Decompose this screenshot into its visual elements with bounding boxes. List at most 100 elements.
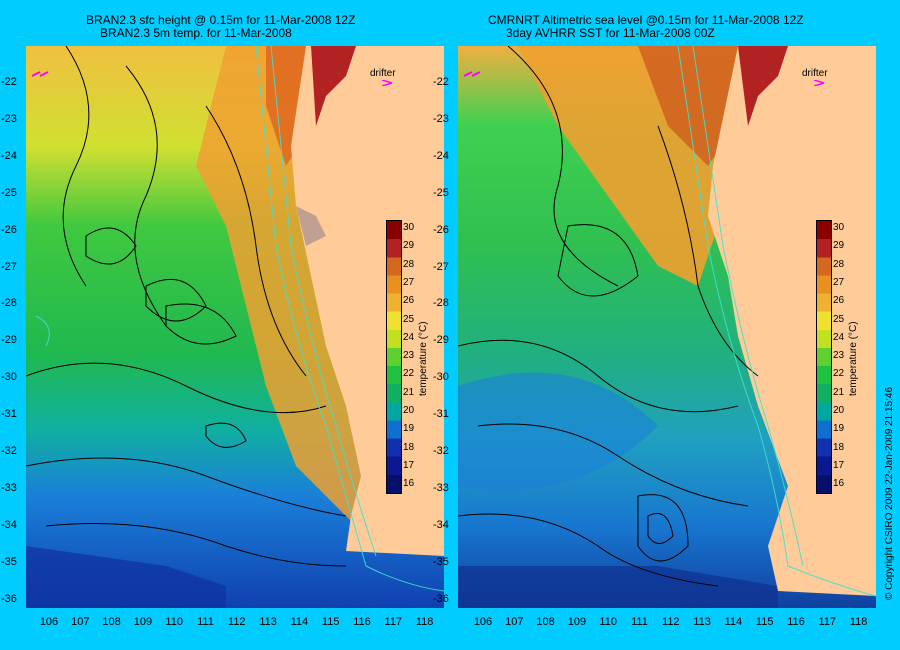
right-drifter-label: drifter	[802, 68, 828, 79]
longitude-label: 111	[631, 616, 648, 628]
colorbar-label: 26	[833, 295, 845, 307]
longitude-label: 115	[321, 616, 340, 628]
colorbar-label: 20	[833, 405, 845, 416]
colorbar-label: 27	[403, 276, 415, 288]
latitude-label: -36	[433, 592, 449, 605]
longitude-label: 118	[415, 616, 434, 628]
latitude-label: -24	[1, 149, 17, 162]
longitude-label: 108	[102, 616, 121, 628]
longitude-label: 113	[259, 616, 277, 628]
longitude-label: 116	[353, 616, 371, 628]
left-map-graphic	[26, 46, 444, 608]
right-map-graphic	[458, 46, 876, 608]
longitude-label: 114	[724, 616, 743, 628]
colorbar-label: 17	[403, 459, 415, 471]
latitude-label: -34	[1, 518, 17, 531]
latitude-label: -30	[433, 371, 449, 384]
colorbar-label: 16	[403, 478, 415, 490]
colorbar-label: 29	[833, 240, 845, 252]
longitude-label: 115	[755, 616, 774, 628]
colorbar-label: 19	[833, 423, 845, 435]
colorbar-label: 18	[403, 441, 415, 453]
latitude-label: -22	[1, 76, 17, 88]
longitude-label: 107	[505, 616, 524, 628]
latitude-label: -32	[433, 445, 449, 457]
latitude-label: -26	[1, 223, 17, 236]
latitude-label: -34	[433, 518, 449, 531]
right-drifter-marker	[814, 80, 824, 86]
latitude-label: -25	[1, 186, 17, 199]
latitude-label: -31	[433, 408, 449, 421]
colorbar-label: 26	[403, 295, 415, 307]
longitude-label: 112	[228, 616, 246, 628]
latitude-label: -28	[433, 297, 449, 310]
colorbar-label: 28	[833, 258, 845, 270]
latitude-label: -23	[433, 112, 449, 125]
longitude-label: 110	[599, 616, 617, 628]
longitude-label: 117	[818, 616, 837, 628]
right-colorbar-title: temperature (°C)	[848, 321, 859, 396]
latitude-label: -36	[1, 592, 17, 605]
latitude-label: -30	[1, 371, 17, 384]
left-drifter-label: drifter	[370, 68, 396, 79]
colorbar-label: 17	[833, 459, 845, 471]
left-sst-map: drifter	[26, 46, 444, 608]
longitude-label: 113	[693, 616, 711, 628]
latitude-label: -23	[1, 112, 17, 125]
right-sst-map: drifter	[458, 46, 876, 608]
colorbar-label: 19	[403, 423, 415, 435]
longitude-label: 107	[71, 616, 90, 628]
latitude-label: -28	[1, 297, 17, 310]
left-drifter-marker	[382, 80, 392, 86]
colorbar-label: 22	[833, 368, 845, 380]
right-title-line1: CMRNRT Altimetric sea level @0.15m for 1…	[488, 13, 804, 27]
colorbar-label: 21	[833, 386, 845, 398]
colorbar-label: 22	[403, 368, 415, 380]
latitude-label: -31	[1, 408, 17, 421]
right-colorbar	[816, 220, 832, 494]
colorbar-label: 24	[403, 331, 415, 343]
latitude-label: -35	[433, 555, 449, 568]
longitude-label: 108	[536, 616, 555, 628]
longitude-label: 117	[384, 616, 403, 628]
latitude-label: -25	[433, 186, 449, 199]
left-colorbar	[386, 220, 402, 494]
colorbar-label: 25	[833, 313, 845, 325]
longitude-label: 118	[849, 616, 868, 628]
colorbar-label: 20	[403, 405, 415, 416]
longitude-label: 110	[165, 616, 183, 628]
latitude-label: -27	[1, 260, 17, 273]
latitude-label: -33	[433, 481, 449, 494]
longitude-label: 109	[567, 616, 587, 628]
longitude-label: 106	[473, 616, 493, 628]
latitude-label: -29	[1, 334, 17, 347]
longitude-label: 109	[133, 616, 153, 628]
colorbar-label: 29	[403, 240, 415, 252]
right-title-line2: 3day AVHRR SST for 11-Mar-2008 00Z	[506, 26, 715, 40]
latitude-label: -27	[433, 260, 449, 273]
colorbar-label: 16	[833, 478, 845, 490]
colorbar-label: 23	[833, 350, 845, 362]
colorbar-label: 21	[403, 386, 415, 398]
colorbar-label: 27	[833, 276, 845, 288]
colorbar-label: 24	[833, 331, 845, 343]
latitude-label: -33	[1, 481, 17, 494]
colorbar-label: 18	[833, 441, 845, 453]
latitude-label: -32	[1, 445, 17, 457]
colorbar-label: 30	[833, 222, 845, 233]
latitude-label: -24	[433, 149, 449, 162]
longitude-label: 112	[662, 616, 680, 628]
colorbar-label: 30	[403, 222, 415, 233]
longitude-label: 114	[290, 616, 309, 628]
left-title-line1: BRAN2.3 sfc height @ 0.15m for 11-Mar-20…	[86, 13, 356, 27]
colorbar-label: 28	[403, 258, 415, 270]
latitude-label: -26	[433, 223, 449, 236]
latitude-label: -29	[433, 334, 449, 347]
colorbar-label: 23	[403, 350, 415, 362]
longitude-label: 106	[39, 616, 59, 628]
latitude-label: -22	[433, 76, 449, 88]
left-colorbar-title: temperature (°C)	[418, 321, 429, 396]
longitude-label: 111	[197, 616, 214, 628]
colorbar-label: 25	[403, 313, 415, 325]
latitude-label: -35	[1, 555, 17, 568]
